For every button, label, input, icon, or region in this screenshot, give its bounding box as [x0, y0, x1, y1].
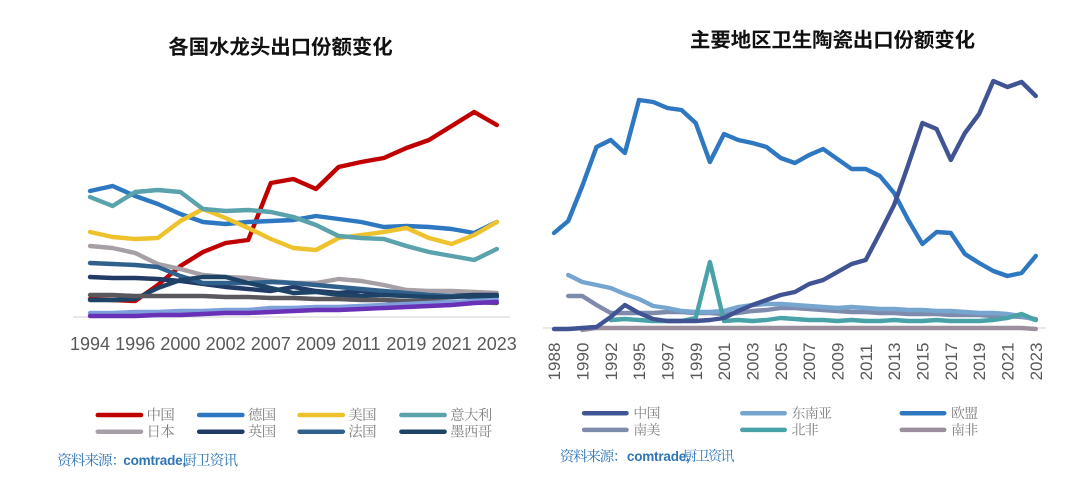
svg-text:2017: 2017 — [942, 343, 961, 381]
svg-text:2000: 2000 — [160, 334, 200, 354]
svg-text:2011: 2011 — [342, 334, 381, 354]
svg-text:comtrade,: comtrade, — [627, 449, 690, 464]
svg-text:2011: 2011 — [857, 344, 876, 381]
svg-text:1994: 1994 — [70, 334, 110, 354]
svg-text:2001: 2001 — [715, 343, 734, 381]
svg-text:1997: 1997 — [659, 343, 678, 381]
svg-text:2009: 2009 — [829, 343, 848, 381]
svg-text:2019: 2019 — [970, 343, 989, 381]
svg-text:2013: 2013 — [885, 343, 904, 381]
svg-text:1996: 1996 — [115, 334, 155, 354]
svg-text:2007: 2007 — [800, 343, 819, 381]
svg-text:2023: 2023 — [477, 334, 517, 354]
svg-text:2009: 2009 — [296, 334, 336, 354]
svg-text:2021: 2021 — [999, 343, 1018, 381]
svg-text:2019: 2019 — [386, 334, 426, 354]
svg-text:1995: 1995 — [630, 343, 649, 381]
svg-text:2002: 2002 — [206, 334, 246, 354]
svg-text:2003: 2003 — [744, 343, 763, 381]
svg-text:1992: 1992 — [602, 343, 621, 381]
svg-text:comtrade,: comtrade, — [123, 453, 186, 468]
svg-text:2023: 2023 — [1027, 343, 1046, 381]
svg-text:2015: 2015 — [914, 343, 933, 381]
svg-text:1990: 1990 — [573, 343, 592, 381]
svg-text:2005: 2005 — [772, 343, 791, 381]
svg-text:2021: 2021 — [432, 334, 472, 354]
svg-text:1988: 1988 — [545, 343, 564, 381]
svg-text:2007: 2007 — [251, 334, 291, 354]
svg-text:1999: 1999 — [687, 343, 706, 381]
